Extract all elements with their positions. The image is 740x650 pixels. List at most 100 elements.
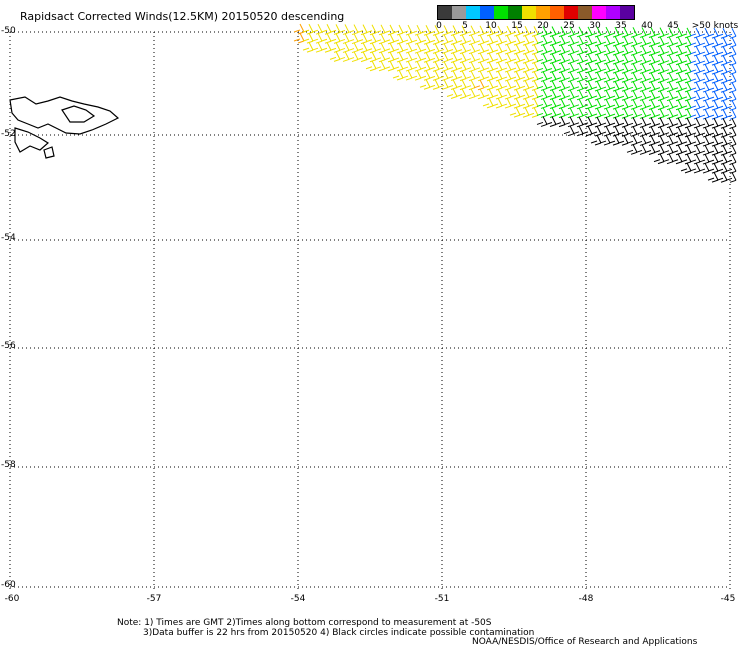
wind-barb (428, 52, 440, 63)
wind-barb (617, 54, 629, 65)
wind-barb (491, 70, 503, 82)
colorbar-swatch (536, 6, 550, 19)
wind-barb (608, 89, 620, 101)
wind-barb (428, 61, 440, 72)
wind-barb (653, 135, 665, 147)
wind-barb (707, 90, 719, 102)
wind-barb (329, 24, 341, 35)
wind-barb (617, 63, 629, 74)
wind-barb (662, 144, 674, 156)
wind-barb (671, 153, 683, 165)
wind-barb (662, 153, 674, 165)
wind-barb (437, 25, 449, 36)
wind-barb (635, 144, 647, 155)
wind-barb (653, 27, 665, 39)
wind-barb (410, 33, 422, 45)
wind-barb (689, 126, 701, 138)
wind-barb (689, 153, 701, 165)
wind-barb (536, 116, 548, 127)
wind-barb (680, 117, 692, 129)
wind-barb (608, 125, 620, 137)
wind-barb (554, 53, 566, 65)
wind-barb (599, 107, 611, 119)
wind-barb (563, 44, 575, 56)
wind-barb (608, 116, 620, 128)
wind-barb (329, 33, 341, 44)
wind-barb (653, 108, 665, 120)
wind-barb (338, 24, 350, 35)
wind-barb (419, 25, 431, 36)
wind-barb (572, 116, 584, 128)
wind-barb (590, 44, 602, 56)
colorbar-swatch (452, 6, 466, 19)
lat-label-58: -58 (1, 460, 16, 470)
wind-barb (698, 63, 710, 75)
wind-barb (446, 52, 458, 64)
wind-barb (680, 126, 692, 138)
lon-label-51: -51 (434, 594, 450, 604)
wind-barb (563, 35, 575, 47)
colorbar-swatch (522, 6, 536, 19)
wind-barb (581, 62, 593, 74)
wind-barb (608, 44, 620, 56)
wind-barb (464, 70, 476, 82)
wind-barb (581, 53, 593, 65)
wind-barb (716, 118, 728, 129)
wind-barb (653, 144, 665, 156)
wind-barb (446, 61, 458, 73)
wind-barb (347, 33, 359, 45)
wind-barb (671, 117, 683, 129)
wind-barb (707, 126, 719, 138)
wind-barb (581, 116, 593, 128)
wind-barb (662, 135, 674, 147)
wind-barb (365, 24, 377, 36)
wind-barb (365, 33, 377, 45)
wind-barb (572, 125, 584, 137)
wind-barb (689, 81, 701, 93)
wind-barb (662, 36, 674, 48)
wind-barb (437, 34, 449, 45)
wind-barb (725, 154, 737, 165)
wind-barb (302, 41, 314, 53)
wind-barb (716, 172, 728, 183)
wind-barb (572, 80, 584, 92)
wind-barb (599, 53, 611, 65)
wind-barb (617, 99, 629, 110)
wind-barb (293, 23, 305, 35)
wind-barb (347, 51, 359, 63)
wind-barb (716, 145, 728, 156)
wind-barb (518, 44, 530, 55)
wind-barb (536, 44, 548, 55)
wind-barb (689, 72, 701, 84)
wind-barb (689, 162, 701, 174)
wind-barb (500, 97, 512, 109)
wind-barb (455, 70, 467, 82)
wind-barb (554, 116, 566, 128)
wind-barb (581, 98, 593, 110)
lon-label-54: -54 (290, 594, 306, 604)
wind-barb (680, 90, 692, 102)
wind-barb (590, 98, 602, 110)
wind-barb (680, 36, 692, 48)
wind-barb (356, 24, 368, 36)
wind-barb (653, 90, 665, 102)
wind-barb (563, 98, 575, 110)
wind-barb (455, 25, 467, 37)
wind-barb (500, 34, 512, 46)
wind-barb (527, 80, 539, 91)
wind-barb (671, 126, 683, 138)
wind-barb (635, 54, 647, 65)
wind-barb (464, 25, 476, 37)
wind-barb (680, 144, 692, 156)
wind-barb (545, 35, 557, 46)
wind-barb (590, 125, 602, 137)
wind-barb (356, 42, 368, 54)
wind-barb (401, 60, 413, 72)
wind-barb (671, 90, 683, 102)
wind-barb (419, 70, 431, 81)
wind-barb (320, 24, 332, 35)
wind-barb (392, 69, 404, 81)
wind-barb (608, 62, 620, 74)
wind-barb (698, 162, 710, 174)
wind-barb (581, 26, 593, 38)
